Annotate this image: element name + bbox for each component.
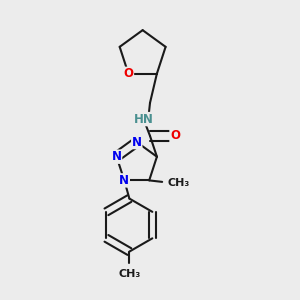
Text: O: O [170, 129, 180, 142]
Text: CH₃: CH₃ [118, 269, 140, 279]
Text: N: N [119, 174, 129, 187]
Text: O: O [123, 67, 134, 80]
Text: CH₃: CH₃ [167, 178, 190, 188]
Text: HN: HN [134, 112, 154, 126]
Text: N: N [112, 150, 122, 163]
Text: N: N [132, 136, 142, 148]
